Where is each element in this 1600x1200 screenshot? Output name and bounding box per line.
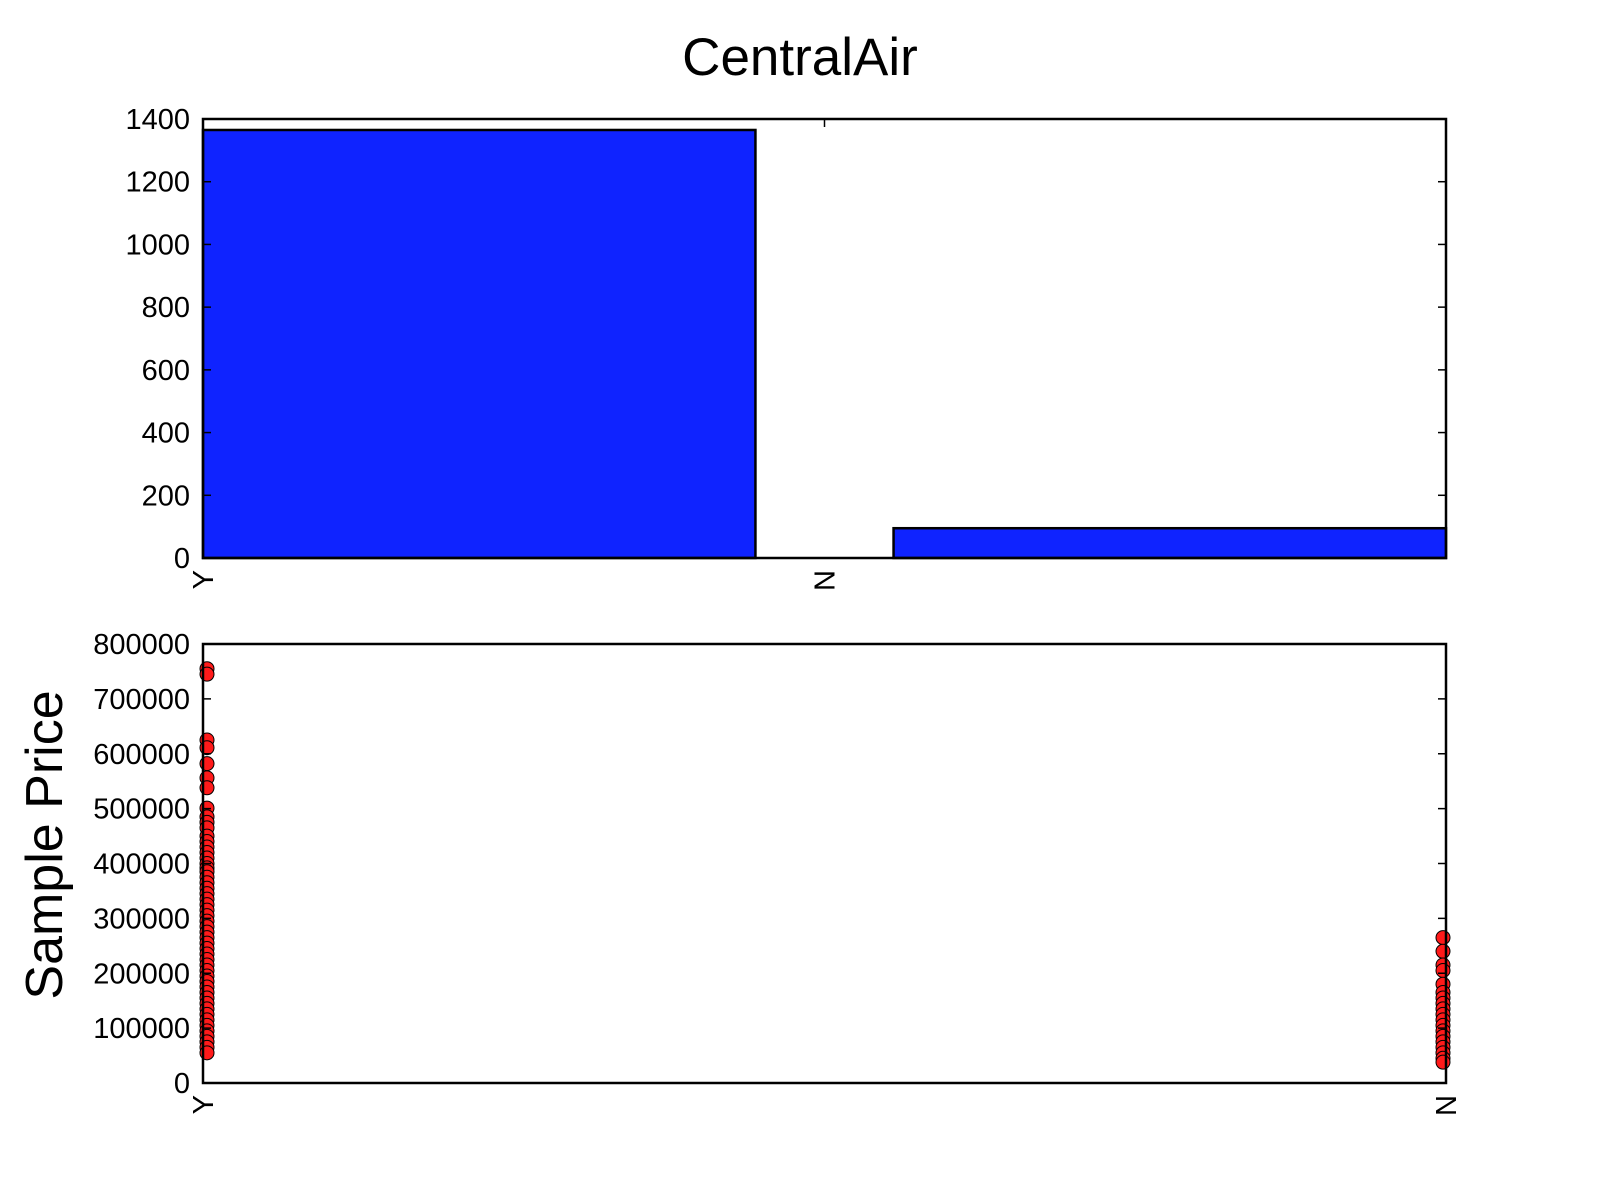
scatter-y-axis: 0 100000 200000 300000 400000 500000 600000 700… bbox=[93, 629, 1446, 1100]
y-tick-label: 600 bbox=[142, 355, 190, 387]
scatter-point-n bbox=[1435, 930, 1451, 946]
x-tick-label-n: N bbox=[810, 570, 842, 591]
y-tick-label: 300000 bbox=[93, 903, 190, 935]
y-tick-label: 0 bbox=[174, 1068, 190, 1100]
bar-n bbox=[892, 526, 1448, 560]
bar-chart-y-axis: 0 200 400 600 800 1000 1200 1400 bbox=[125, 104, 1446, 575]
scatter-panel: 0 100000 200000 300000 400000 500000 600000 700… bbox=[16, 629, 1463, 1116]
y-tick-label: 100000 bbox=[93, 1013, 190, 1045]
y-tick-label: 500000 bbox=[93, 794, 190, 826]
scatter-y-axis-label: Sample Price bbox=[16, 690, 74, 999]
figure-title: CentralAir bbox=[682, 28, 918, 87]
y-tick-label: 0 bbox=[174, 543, 190, 575]
y-tick-label: 800 bbox=[142, 292, 190, 324]
bar-chart-panel: 0 200 400 600 800 1000 1200 1400 Y N bbox=[125, 104, 1448, 591]
y-tick-label: 200000 bbox=[93, 958, 190, 990]
y-tick-label: 200 bbox=[142, 480, 190, 512]
x-tick-label-n: N bbox=[1431, 1095, 1463, 1116]
y-tick-label: 1200 bbox=[125, 167, 190, 199]
y-tick-label: 800000 bbox=[93, 629, 190, 661]
y-tick-label: 1000 bbox=[125, 229, 190, 261]
y-tick-label: 700000 bbox=[93, 684, 190, 716]
y-tick-label: 600000 bbox=[93, 739, 190, 771]
x-tick-label-y: Y bbox=[188, 1095, 220, 1114]
bar-chart-frame bbox=[201, 117, 1448, 560]
scatter-frame bbox=[201, 642, 1448, 1085]
scatter-point-n bbox=[1435, 963, 1451, 979]
y-tick-label: 400000 bbox=[93, 849, 190, 881]
bar-group bbox=[201, 128, 1448, 560]
scatter-point-group bbox=[199, 661, 1451, 1070]
x-tick-label-y: Y bbox=[188, 570, 220, 589]
scatter-point-n bbox=[1435, 943, 1451, 959]
y-tick-label: 1400 bbox=[125, 104, 190, 136]
y-tick-label: 400 bbox=[142, 418, 190, 450]
scatter-point-n bbox=[1435, 1054, 1451, 1070]
bar-y bbox=[201, 128, 757, 560]
